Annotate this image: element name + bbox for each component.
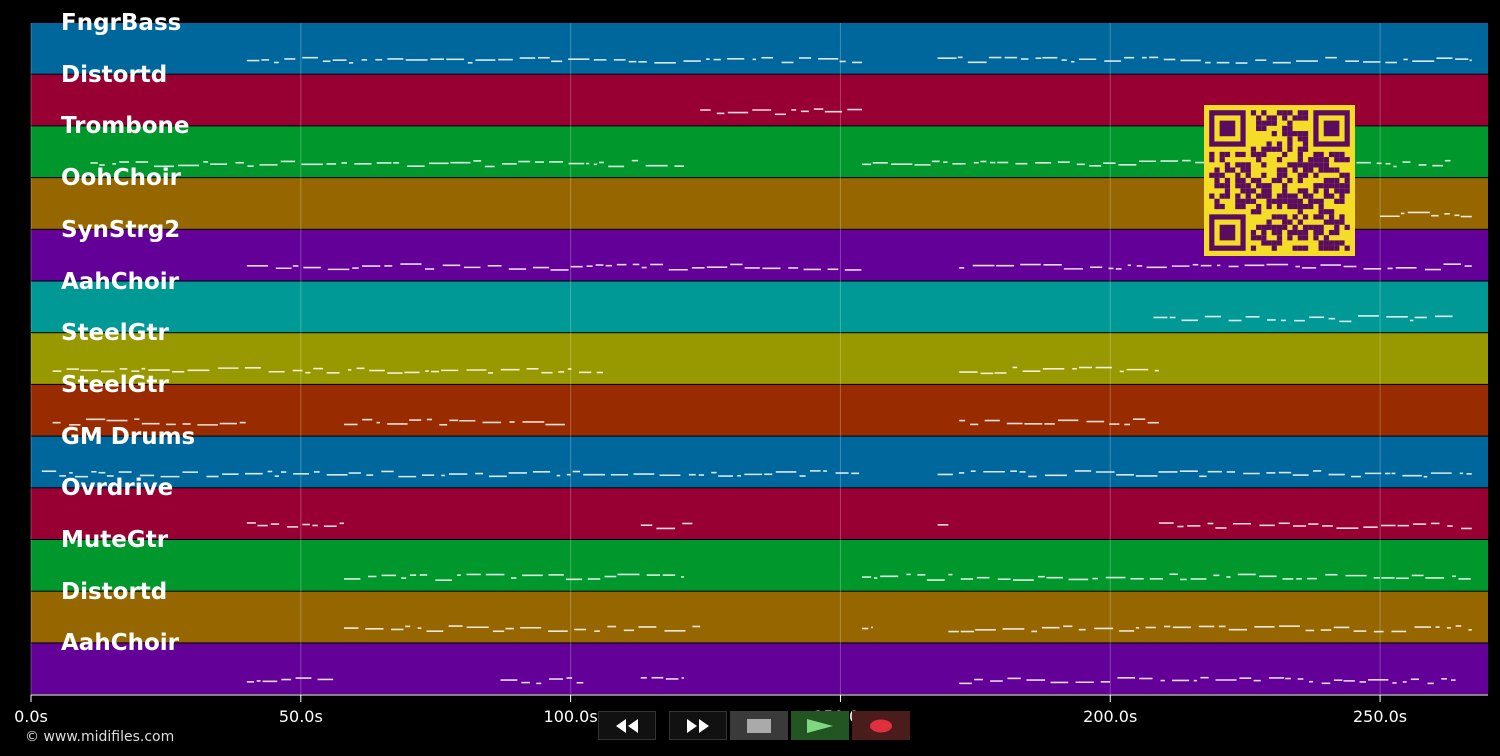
tick-label: 250.0s — [1352, 707, 1408, 726]
rewind-icon — [616, 718, 638, 733]
track-name: MuteGtr — [61, 527, 169, 553]
copyright-text: © www.midifiles.com — [25, 729, 175, 745]
tick-label: 50.0s — [278, 707, 323, 726]
tick-label: 0.0s — [14, 707, 48, 726]
track-name: FngrBass — [61, 10, 182, 36]
tick-label: 100.0s — [543, 707, 598, 726]
track-lane — [31, 488, 1488, 539]
track-name: OohChoir — [61, 165, 182, 192]
track-lane — [31, 281, 1488, 333]
track-lane — [31, 436, 1488, 488]
transport-controls — [598, 711, 910, 740]
track-name: Ovrdrive — [61, 475, 174, 502]
stop-icon — [747, 718, 771, 733]
track-name: SteelGtr — [61, 320, 169, 347]
fast-forward-icon — [687, 718, 709, 733]
track-lane — [31, 23, 1488, 74]
track-name: AahChoir — [61, 268, 179, 295]
track-name: SteelGtr — [61, 371, 169, 398]
rewind-button[interactable] — [598, 711, 656, 740]
track-name: Distortd — [61, 578, 168, 605]
track-name: SynStrg2 — [61, 216, 181, 243]
track-lane — [31, 540, 1488, 591]
track-lane — [31, 643, 1488, 695]
qr-code — [1204, 105, 1355, 256]
play-icon — [807, 718, 833, 733]
track-lane — [31, 591, 1488, 643]
play-button[interactable] — [791, 711, 849, 740]
track-name: Trombone — [61, 113, 190, 140]
tick-label: 200.0s — [1083, 707, 1138, 726]
track-name: Distortd — [61, 61, 168, 88]
fast-forward-button[interactable] — [669, 711, 727, 740]
track-name: AahChoir — [61, 630, 179, 657]
stop-button[interactable] — [730, 711, 788, 740]
record-button[interactable] — [852, 711, 910, 740]
track-lane — [31, 384, 1488, 436]
record-icon — [870, 719, 892, 732]
track-lane — [31, 333, 1488, 384]
track-name: GM Drums — [61, 423, 196, 450]
